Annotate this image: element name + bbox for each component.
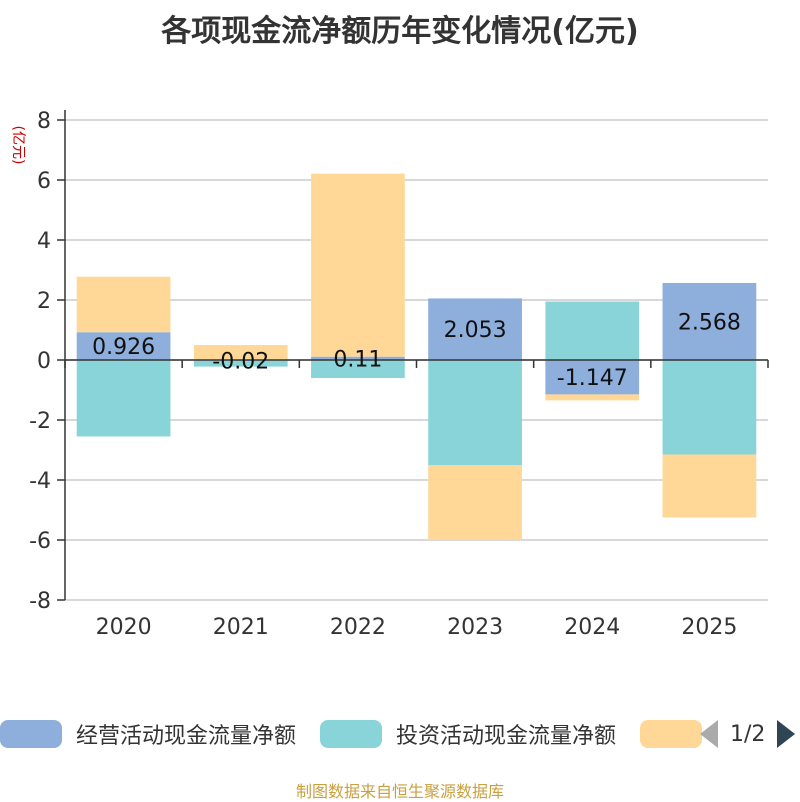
legend: 经营活动现金流量净额 投资活动现金流量净额 1/2 <box>0 714 800 754</box>
x-tick-label: 2020 <box>96 615 152 640</box>
x-tick-label: 2022 <box>330 615 386 640</box>
bar-1-2025[interactable] <box>662 360 757 455</box>
bar-0-2025[interactable] <box>662 282 757 360</box>
y-tick-label: -6 <box>29 529 51 554</box>
bar-1-2023[interactable] <box>428 360 522 465</box>
bar-0-2022[interactable] <box>311 356 405 360</box>
y-tick-label: -4 <box>29 469 51 494</box>
y-tick-label: 6 <box>37 169 51 194</box>
legend-swatch-operating <box>0 720 62 748</box>
bar-0-2024[interactable] <box>545 360 640 395</box>
data-label: -1.147 <box>557 366 628 391</box>
pager-next-icon[interactable] <box>777 720 796 748</box>
legend-item-financing[interactable] <box>640 718 716 750</box>
bar-1-2021[interactable] <box>193 360 288 367</box>
bar-1-2020[interactable] <box>76 360 171 437</box>
legend-swatch-financing <box>640 720 702 748</box>
data-labels: 0.926 -0.02 0.11 2.053 -1.147 2.568 <box>92 310 741 391</box>
y-tick-label: 2 <box>37 289 51 314</box>
bars <box>76 173 757 540</box>
y-tick-label: 4 <box>37 229 51 254</box>
legend-swatch-investing <box>320 720 382 748</box>
y-tick-label: -8 <box>29 589 51 614</box>
y-tick-label: 8 <box>37 109 51 134</box>
data-label: -0.02 <box>212 349 269 374</box>
bar-2-2020[interactable] <box>76 276 171 333</box>
y-tick-label: -2 <box>29 409 51 434</box>
source-note: 制图数据来自恒生聚源数据库 <box>295 782 504 801</box>
legend-pager: 1/2 <box>700 718 796 750</box>
data-label: 2.568 <box>678 310 741 335</box>
bar-2-2025[interactable] <box>662 454 757 518</box>
legend-label-investing: 投资活动现金流量净额 <box>396 724 617 749</box>
x-tick-label: 2024 <box>564 615 620 640</box>
bar-2-2022[interactable] <box>311 173 405 357</box>
bar-1-2024[interactable] <box>545 301 640 361</box>
bar-0-2023[interactable] <box>428 298 522 360</box>
data-label: 0.926 <box>92 335 155 360</box>
data-label: 0.11 <box>333 347 382 372</box>
legend-item-operating[interactable]: 经营活动现金流量净额 <box>0 718 296 750</box>
pager-prev-icon[interactable] <box>700 720 718 748</box>
grid-lines <box>65 119 768 601</box>
x-tick-label: 2025 <box>681 615 737 640</box>
bar-0-2020[interactable] <box>76 332 171 360</box>
y-axis-title: (亿元) <box>10 126 26 165</box>
data-label: 2.053 <box>444 318 507 343</box>
pager-text: 1/2 <box>730 721 766 747</box>
legend-label-operating: 经营活动现金流量净额 <box>76 724 297 749</box>
chart-title: 各项现金流净额历年变化情况(亿元) <box>161 14 639 49</box>
y-tick-label: 0 <box>37 349 51 374</box>
x-tick-label: 2021 <box>213 615 269 640</box>
x-tick-label: 2023 <box>447 615 503 640</box>
bar-1-2022[interactable] <box>311 360 405 378</box>
bar-2-2023[interactable] <box>428 465 522 540</box>
bar-2-2021[interactable] <box>193 345 288 360</box>
axes: 8 6 4 2 0 -2 -4 -6 -8 2020 2021 2022 2023 2024 2025 <box>29 109 769 640</box>
legend-item-investing[interactable]: 投资活动现金流量净额 <box>320 718 616 750</box>
bar-2-2024[interactable] <box>545 394 640 401</box>
